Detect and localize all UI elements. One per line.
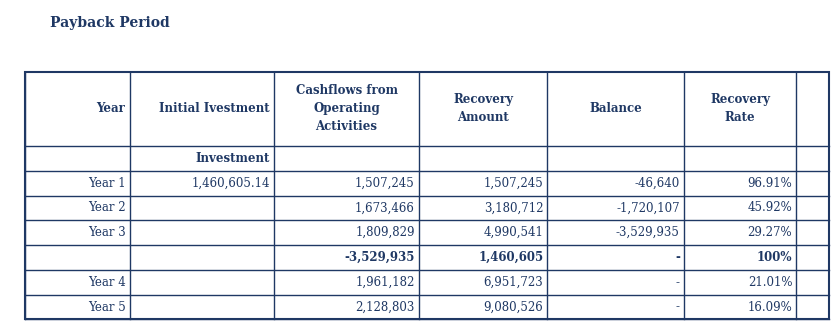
Text: Cashflows from
Operating
Activities: Cashflows from Operating Activities xyxy=(295,84,397,133)
Text: Year 4: Year 4 xyxy=(88,276,125,289)
Text: -: - xyxy=(675,276,679,289)
Text: 2,128,803: 2,128,803 xyxy=(354,301,414,314)
Text: -: - xyxy=(674,251,679,264)
Text: 1,507,245: 1,507,245 xyxy=(354,177,414,190)
Text: 1,460,605: 1,460,605 xyxy=(477,251,543,264)
Text: 96.91%: 96.91% xyxy=(747,177,792,190)
Text: Balance: Balance xyxy=(589,102,641,115)
Text: Payback Period: Payback Period xyxy=(50,16,170,30)
Text: 1,961,182: 1,961,182 xyxy=(354,276,414,289)
Text: -3,529,935: -3,529,935 xyxy=(615,226,679,239)
Text: Year: Year xyxy=(96,102,125,115)
Text: -: - xyxy=(675,301,679,314)
Text: -3,529,935: -3,529,935 xyxy=(344,251,414,264)
Text: Year 5: Year 5 xyxy=(88,301,125,314)
Text: 16.09%: 16.09% xyxy=(747,301,792,314)
Text: 1,809,829: 1,809,829 xyxy=(354,226,414,239)
Text: 6,951,723: 6,951,723 xyxy=(483,276,543,289)
Text: 21.01%: 21.01% xyxy=(747,276,792,289)
Text: 3,180,712: 3,180,712 xyxy=(483,201,543,215)
Text: -1,720,107: -1,720,107 xyxy=(615,201,679,215)
Text: Recovery
Amount: Recovery Amount xyxy=(452,93,512,125)
Text: 45.92%: 45.92% xyxy=(747,201,792,215)
Text: -46,640: -46,640 xyxy=(634,177,679,190)
Text: 100%: 100% xyxy=(756,251,792,264)
Text: 1,673,466: 1,673,466 xyxy=(354,201,414,215)
Text: Year 1: Year 1 xyxy=(88,177,125,190)
Text: Initial Ivestment: Initial Ivestment xyxy=(159,102,270,115)
Text: Year 3: Year 3 xyxy=(88,226,125,239)
Text: Year 2: Year 2 xyxy=(88,201,125,215)
Text: 9,080,526: 9,080,526 xyxy=(483,301,543,314)
Text: 1,460,605.14: 1,460,605.14 xyxy=(191,177,270,190)
Text: 1,507,245: 1,507,245 xyxy=(483,177,543,190)
Text: 4,990,541: 4,990,541 xyxy=(482,226,543,239)
Text: Recovery
Rate: Recovery Rate xyxy=(710,93,769,125)
Text: 29.27%: 29.27% xyxy=(747,226,792,239)
Text: Investment: Investment xyxy=(196,152,270,165)
